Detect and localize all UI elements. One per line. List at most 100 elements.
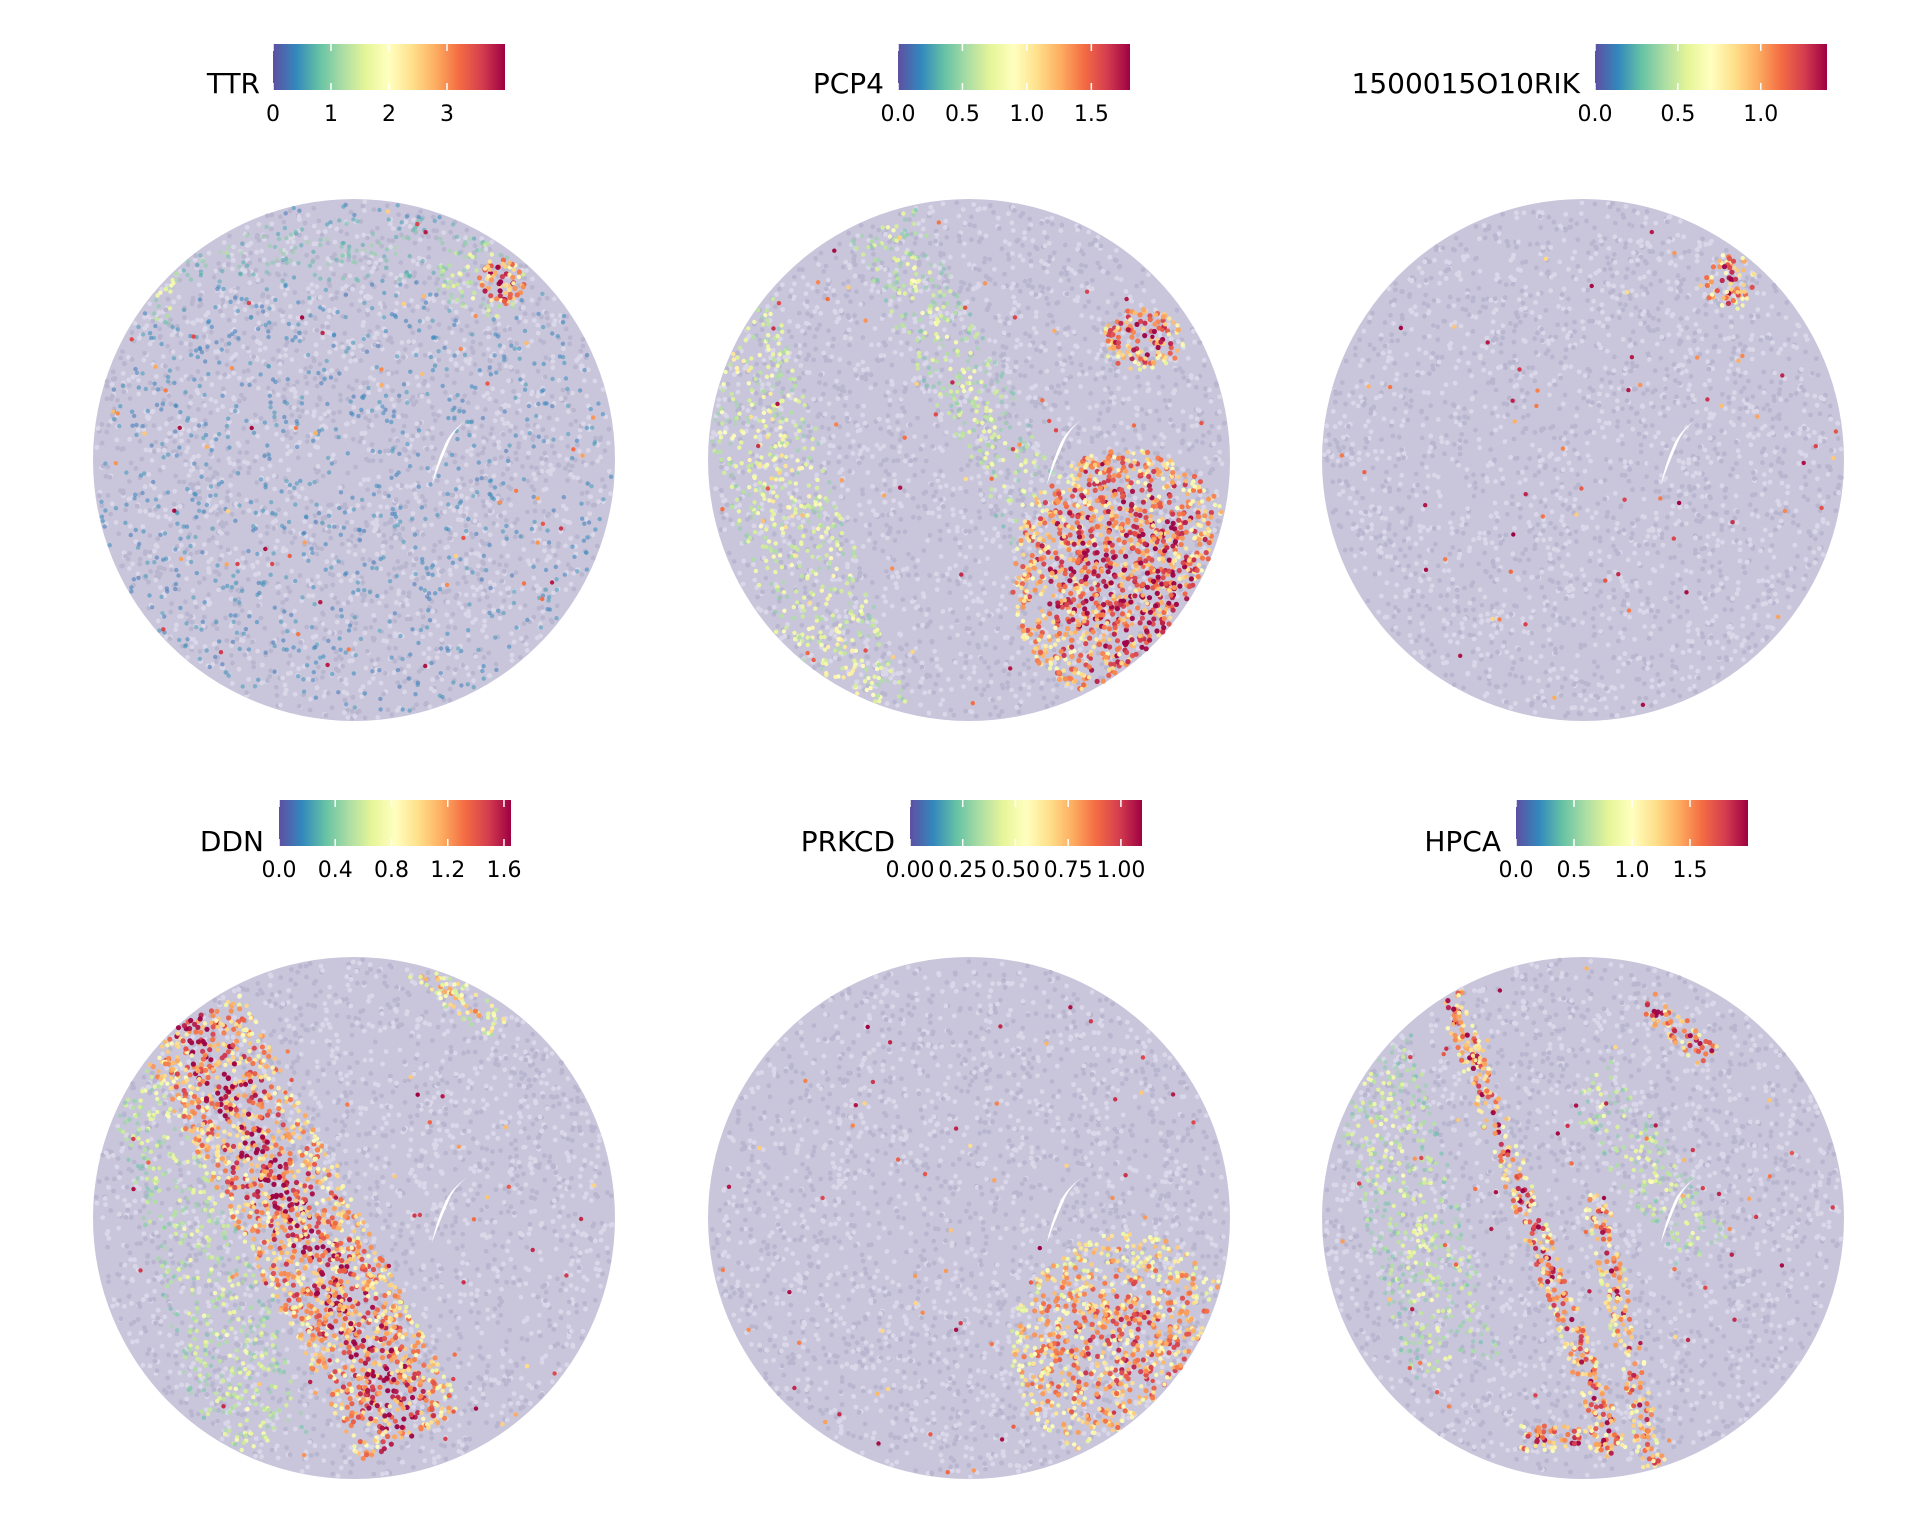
spot xyxy=(485,391,490,396)
spot xyxy=(448,229,453,235)
spot xyxy=(253,510,259,515)
spot xyxy=(355,591,360,597)
spot xyxy=(268,226,274,232)
spot xyxy=(171,299,177,305)
spot xyxy=(343,292,349,297)
spot xyxy=(459,493,464,499)
spot xyxy=(189,433,194,438)
spot xyxy=(334,257,339,262)
spot xyxy=(247,614,252,619)
spot xyxy=(213,654,218,660)
spot xyxy=(395,483,401,489)
spot xyxy=(340,344,345,350)
spot xyxy=(1100,400,1106,405)
spot xyxy=(281,219,287,225)
spot xyxy=(1136,574,1142,580)
spot xyxy=(471,250,477,256)
spot xyxy=(462,254,467,260)
spot xyxy=(755,594,760,600)
spot xyxy=(551,437,556,442)
spot xyxy=(426,234,431,240)
spot xyxy=(173,586,178,592)
spot xyxy=(999,246,1005,251)
spot xyxy=(341,353,346,359)
spot xyxy=(285,444,291,449)
spot xyxy=(249,425,254,431)
spot xyxy=(367,590,373,595)
spot xyxy=(473,617,478,622)
spot xyxy=(229,681,235,686)
spot xyxy=(362,208,367,213)
spot xyxy=(553,553,558,558)
spot xyxy=(240,241,245,246)
spot xyxy=(204,462,209,467)
spot xyxy=(316,370,321,376)
spot xyxy=(161,464,166,470)
spot xyxy=(427,618,433,623)
spot xyxy=(484,568,489,573)
spot xyxy=(916,515,922,521)
spot xyxy=(461,482,467,488)
spot xyxy=(312,602,317,607)
spot xyxy=(292,578,298,584)
spot xyxy=(745,562,751,568)
spot xyxy=(165,589,170,594)
spot xyxy=(404,433,410,438)
spot xyxy=(832,633,838,639)
spot xyxy=(448,572,454,577)
spot xyxy=(283,282,288,287)
spot xyxy=(346,549,352,555)
spot xyxy=(297,414,303,419)
spot xyxy=(582,521,587,526)
spot xyxy=(846,230,851,236)
spot xyxy=(364,456,369,462)
spot xyxy=(473,425,478,431)
spot xyxy=(500,471,506,477)
spot xyxy=(202,327,207,333)
spot xyxy=(268,648,274,654)
spot xyxy=(333,649,339,655)
spot xyxy=(204,648,209,653)
spot xyxy=(233,546,239,552)
spot xyxy=(113,520,119,525)
spot xyxy=(313,625,319,631)
spot xyxy=(370,520,376,526)
spot xyxy=(565,562,571,568)
spot xyxy=(233,581,239,586)
spot xyxy=(1005,680,1010,686)
spot xyxy=(1126,338,1132,344)
spot xyxy=(255,559,260,565)
spot xyxy=(966,676,972,681)
spot xyxy=(487,542,492,548)
spot xyxy=(371,513,377,518)
spot xyxy=(1060,447,1066,452)
spot xyxy=(321,307,326,312)
spot xyxy=(312,315,318,320)
spot xyxy=(228,492,233,498)
spot xyxy=(482,623,487,629)
spot xyxy=(218,250,223,255)
spot xyxy=(158,532,163,537)
spot xyxy=(471,236,477,241)
spot xyxy=(358,384,363,390)
spot xyxy=(170,324,175,330)
spot xyxy=(481,609,487,615)
spot xyxy=(458,327,464,333)
spot xyxy=(550,354,556,359)
spot xyxy=(359,591,365,597)
spot xyxy=(358,481,363,487)
spot xyxy=(376,532,382,538)
spot xyxy=(214,620,219,625)
spot xyxy=(371,377,377,382)
spot xyxy=(199,469,205,474)
spot xyxy=(1093,237,1098,243)
spot xyxy=(346,647,351,652)
spot xyxy=(934,587,940,592)
spot xyxy=(450,612,456,617)
spot xyxy=(183,599,188,605)
spot xyxy=(472,290,477,296)
spot xyxy=(211,505,217,511)
spot xyxy=(286,321,291,327)
spot xyxy=(976,509,982,514)
